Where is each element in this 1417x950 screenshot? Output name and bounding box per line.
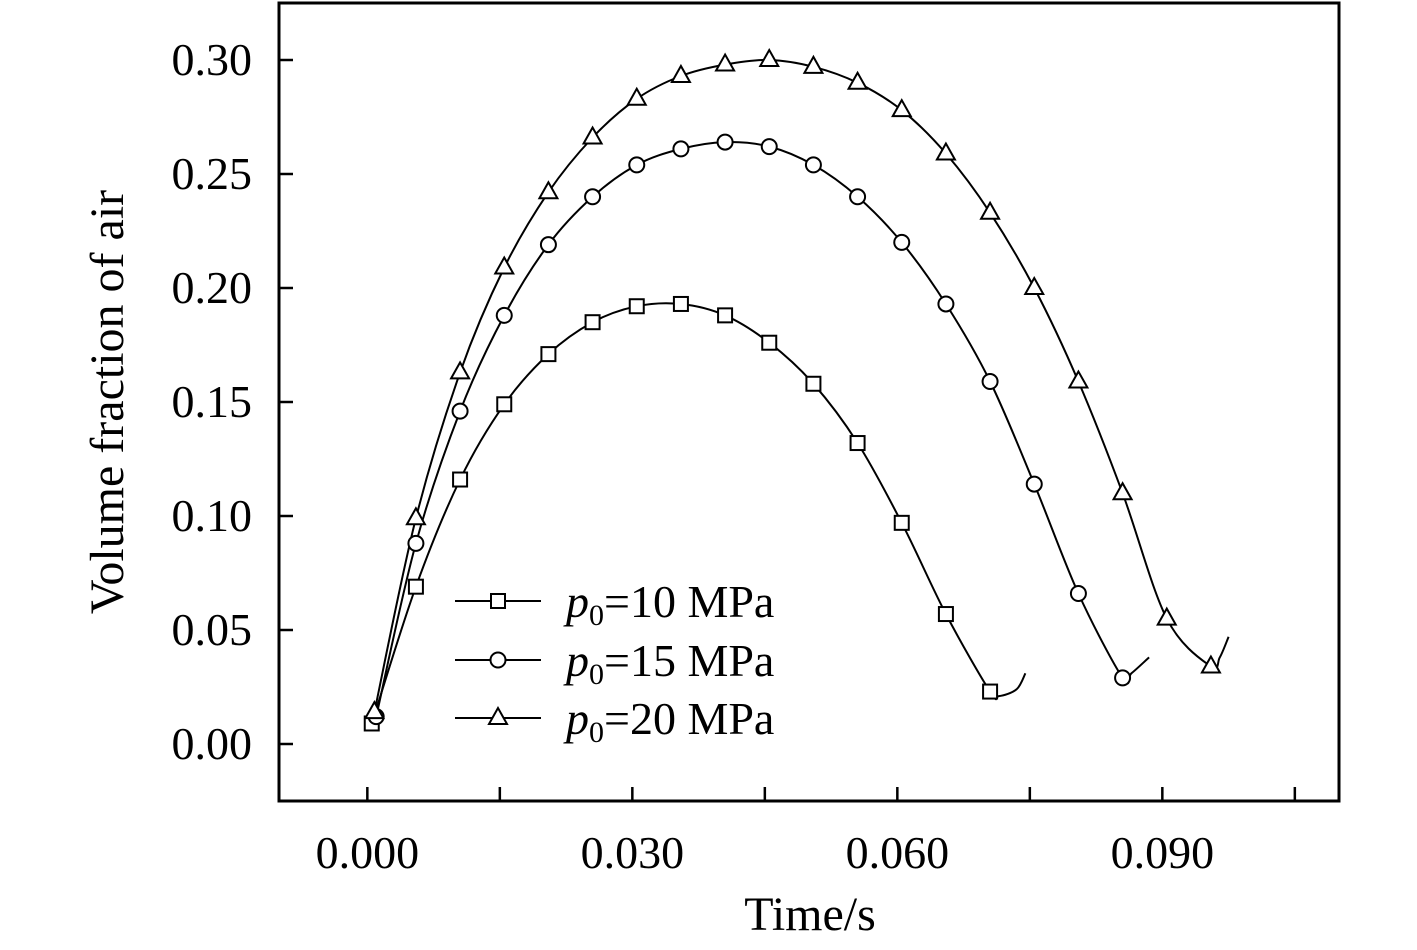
data-point-triangle bbox=[1023, 275, 1045, 295]
data-point-triangle bbox=[626, 86, 648, 106]
y-axis-title: Volume fraction of air bbox=[81, 190, 134, 614]
data-point-circle bbox=[1025, 475, 1043, 493]
data-point-square bbox=[672, 295, 689, 312]
data-point-circle bbox=[495, 306, 513, 324]
data-point-circle bbox=[672, 140, 690, 158]
data-point-circle bbox=[849, 188, 867, 206]
data-point-triangle bbox=[758, 47, 780, 67]
data-point-circle bbox=[1069, 585, 1087, 603]
data-point-circle bbox=[584, 188, 602, 206]
data-point-circle bbox=[760, 138, 778, 156]
data-point-square bbox=[496, 396, 513, 413]
data-point-circle bbox=[539, 236, 557, 254]
y-tick-label: 0.25 bbox=[172, 148, 253, 199]
data-point-triangle bbox=[802, 54, 825, 74]
data-point-square bbox=[937, 606, 954, 623]
series-markers bbox=[363, 47, 1222, 732]
data-point-triangle bbox=[581, 125, 604, 145]
legend-marker-triangle bbox=[487, 705, 509, 725]
data-point-triangle bbox=[493, 255, 515, 275]
data-point-triangle bbox=[1067, 369, 1090, 389]
data-point-circle bbox=[407, 534, 425, 552]
data-point-square bbox=[407, 578, 424, 595]
data-point-square bbox=[628, 298, 645, 315]
y-tick-label: 0.15 bbox=[172, 376, 253, 427]
x-axis: 0.000 0.030 0.060 0.090 bbox=[316, 787, 1297, 878]
data-point-circle bbox=[893, 233, 911, 251]
data-point-circle bbox=[628, 156, 646, 174]
series-line-3 bbox=[373, 58, 1230, 713]
legend-label: p0=10 MPa bbox=[563, 576, 774, 632]
data-point-square bbox=[584, 314, 601, 331]
data-point-square bbox=[982, 683, 999, 700]
data-point-triangle bbox=[846, 70, 869, 90]
data-point-triangle bbox=[405, 506, 427, 526]
data-point-triangle bbox=[935, 141, 957, 161]
legend-label: p0=15 MPa bbox=[563, 635, 774, 691]
x-axis-title: Time/s bbox=[744, 888, 876, 941]
data-point-triangle bbox=[979, 200, 1001, 220]
x-tick-label: 0.030 bbox=[581, 827, 685, 878]
data-point-circle bbox=[981, 372, 999, 390]
y-tick-label: 0.05 bbox=[172, 604, 253, 655]
y-tick-label: 0.30 bbox=[172, 34, 253, 85]
legend-label: p0=20 MPa bbox=[563, 693, 774, 749]
data-point-square bbox=[761, 334, 778, 351]
x-tick-label: 0.090 bbox=[1111, 827, 1215, 878]
x-tick-label: 0.000 bbox=[316, 827, 420, 878]
data-point-triangle bbox=[449, 360, 471, 380]
data-point-triangle bbox=[1156, 606, 1178, 626]
legend-marker-circle bbox=[489, 651, 507, 669]
data-point-triangle bbox=[1200, 654, 1222, 674]
series-line-2 bbox=[375, 141, 1150, 717]
x-tick-label: 0.060 bbox=[846, 827, 950, 878]
y-axis: 0.00 0.05 0.10 0.15 0.20 0.25 0.30 bbox=[172, 34, 293, 769]
data-point-square bbox=[717, 307, 734, 324]
legend-marker-square bbox=[490, 593, 506, 609]
y-tick-label: 0.00 bbox=[172, 718, 253, 769]
data-point-circle bbox=[716, 133, 734, 151]
series-curves bbox=[370, 58, 1230, 724]
data-point-triangle bbox=[714, 52, 736, 72]
data-point-triangle bbox=[537, 180, 560, 200]
data-point-circle bbox=[804, 156, 822, 174]
data-point-triangle bbox=[670, 63, 692, 83]
y-tick-label: 0.10 bbox=[172, 490, 253, 541]
y-tick-label: 0.20 bbox=[172, 262, 253, 313]
data-point-circle bbox=[451, 402, 469, 420]
data-point-square bbox=[452, 471, 469, 488]
data-point-triangle bbox=[363, 700, 386, 720]
data-point-square bbox=[893, 514, 910, 531]
data-point-circle bbox=[937, 295, 955, 313]
data-point-circle bbox=[1114, 669, 1132, 687]
plot-frame bbox=[277, 1, 1341, 803]
data-point-triangle bbox=[891, 98, 913, 118]
data-point-square bbox=[540, 346, 557, 363]
data-point-triangle bbox=[1111, 481, 1134, 501]
data-point-square bbox=[805, 375, 822, 392]
data-point-square bbox=[849, 435, 866, 452]
